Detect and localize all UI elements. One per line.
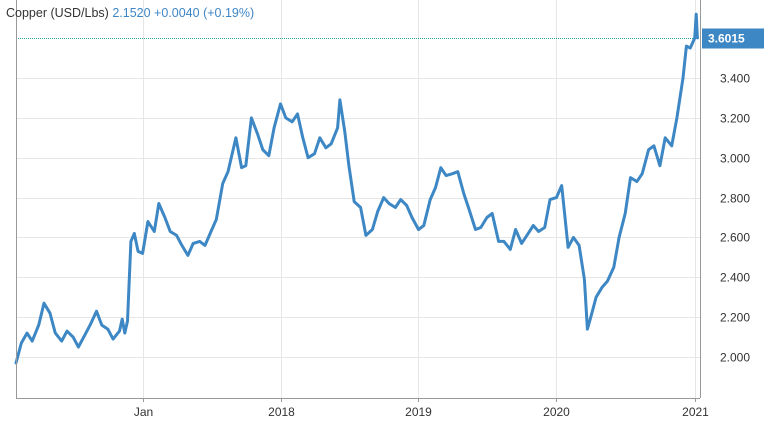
last-value-badge-bg: [702, 28, 764, 49]
series-line-copper: [14, 12, 699, 365]
last-value-label: 3.6015: [708, 32, 745, 46]
x-tick-label: 2018: [268, 405, 295, 419]
x-tick-label: Jan: [134, 405, 153, 419]
y-tick-label: 2.200: [720, 311, 750, 325]
x-tick-label: 2019: [405, 405, 432, 419]
chart-header: Copper (USD/Lbs) 2.1520 +0.0040 (+0.19%): [6, 6, 254, 20]
y-tick-label: 2.600: [720, 231, 750, 245]
x-tick-label: 2020: [543, 405, 570, 419]
grid: [16, 0, 700, 398]
last-value-badge: 3.6015: [702, 28, 764, 49]
instrument-change: +0.0040: [154, 6, 200, 20]
y-tick-label: 2.400: [720, 271, 750, 285]
instrument-change-pct: (+0.19%): [203, 6, 255, 20]
y-tick-label: 3.200: [720, 112, 750, 126]
x-tick-label: 2021: [682, 405, 709, 419]
y-tick-label: 2.800: [720, 192, 750, 206]
y-tick-label: 3.400: [720, 72, 750, 86]
axes: 2.000 2.200 2.400 2.600 2.800 3.000 3.200 3.400…: [16, 0, 750, 419]
y-tick-label: 3.000: [720, 152, 750, 166]
y-tick-label: 2.000: [720, 351, 750, 365]
instrument-price: 2.1520: [112, 6, 151, 20]
instrument-name: Copper (USD/Lbs): [6, 6, 109, 20]
